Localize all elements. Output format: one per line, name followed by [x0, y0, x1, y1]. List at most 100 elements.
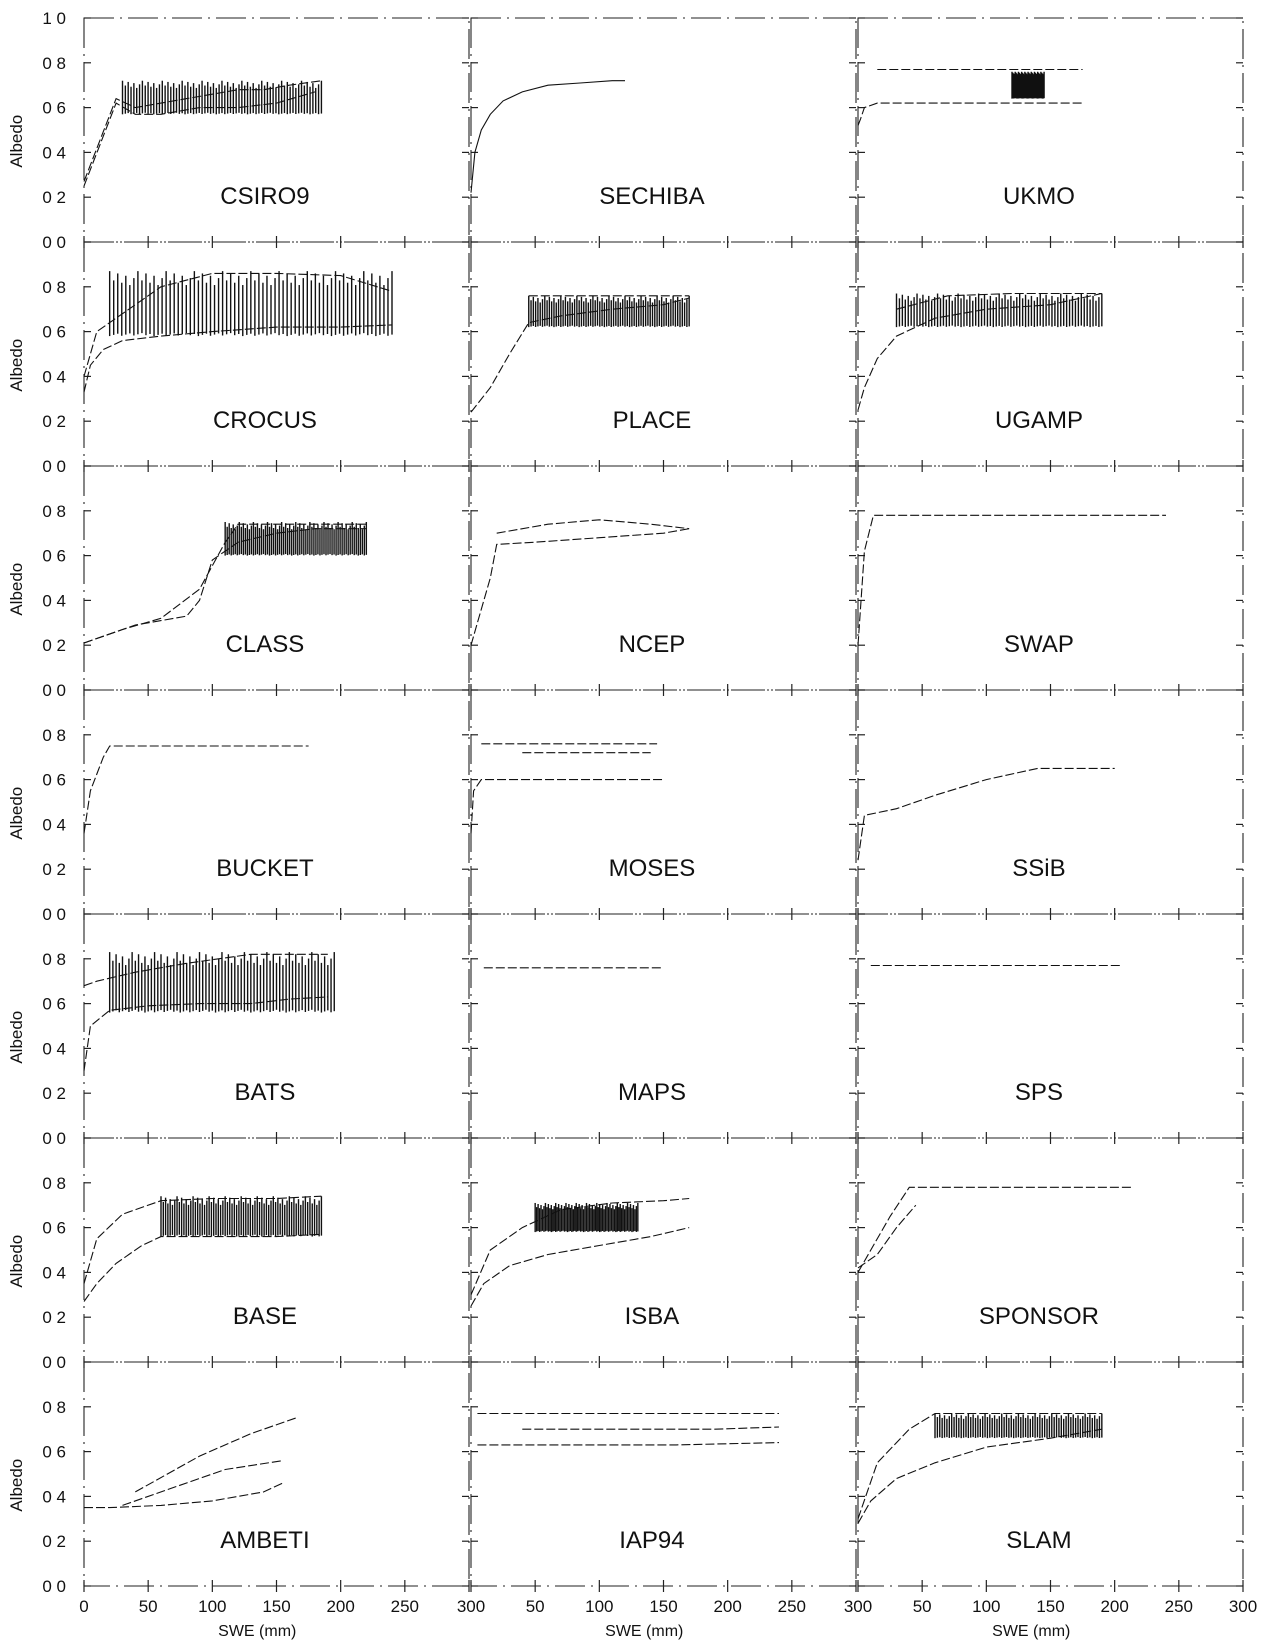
model-name-label: BASE	[233, 1303, 297, 1330]
y-tick-label: 0 2	[42, 636, 66, 655]
x-tick-label: 100	[972, 1597, 1000, 1616]
y-tick-label: 0 4	[42, 1263, 66, 1282]
panel-bats: BATS 0 0 0 2 0 4 0 6 0 8 Albedo	[7, 913, 470, 1148]
y-tick-label: 0 8	[42, 1398, 66, 1417]
model-name-label: SPONSOR	[979, 1303, 1099, 1330]
y-tick-label: 0 8	[42, 278, 66, 297]
panel-ugamp: UGAMP	[857, 241, 1244, 472]
y-tick-label: 0 6	[42, 323, 66, 342]
y-axis-label: Albedo	[7, 339, 26, 392]
panel-class: CLASS 0 0 0 2 0 4 0 6 0 8 Albedo	[7, 465, 470, 700]
y-tick-label: 0 0	[42, 1577, 66, 1596]
panel-csiro9: CSIRO9 0 0 0 2 0 4 0 6 0 8 1 0 Albedo	[7, 9, 470, 252]
x-tick-label: 50	[913, 1597, 932, 1616]
series-line-2	[522, 1426, 780, 1430]
x-tick-label: 150	[649, 1597, 677, 1616]
panel-bucket: BUCKET 0 0 0 2 0 4 0 6 0 8 Albedo	[7, 689, 470, 924]
series-line-1	[857, 514, 1166, 646]
y-tick-label: 0 8	[42, 1174, 66, 1193]
model-name-label: SWAP	[1004, 631, 1074, 658]
y-tick-label: 0 6	[42, 995, 66, 1014]
x-tick-label: 50	[526, 1597, 545, 1616]
x-tick-label: 250	[778, 1597, 806, 1616]
series-line-2	[470, 1197, 690, 1296]
x-tick-label: 150	[1036, 1597, 1064, 1616]
series-line-1	[470, 779, 664, 834]
y-tick-label: 0 6	[42, 1443, 66, 1462]
model-name-label: SLAM	[1006, 1527, 1071, 1554]
series-line-2	[83, 91, 316, 187]
series-line-1	[857, 1428, 1102, 1524]
y-tick-label: 0 4	[42, 1039, 66, 1058]
model-name-label: MAPS	[618, 1079, 686, 1106]
model-name-label: SSiB	[1012, 855, 1065, 882]
x-tick-label: 100	[585, 1597, 613, 1616]
x-tick-label: 300	[457, 1597, 485, 1616]
data-band	[108, 952, 335, 1013]
panel-maps: MAPS	[470, 913, 857, 1144]
model-name-label: CLASS	[226, 631, 305, 658]
x-tick-label: 200	[713, 1597, 741, 1616]
series-line-1	[83, 80, 322, 182]
y-tick-label: 0 2	[42, 1532, 66, 1551]
data-band	[160, 1196, 323, 1237]
y-axis-label: Albedo	[7, 1459, 26, 1512]
y-tick-label: 0 2	[42, 188, 66, 207]
y-tick-label: 0 2	[42, 1308, 66, 1327]
y-tick-label: 0 4	[42, 591, 66, 610]
y-tick-label: 0 6	[42, 771, 66, 790]
y-tick-label: 0 8	[42, 950, 66, 969]
y-tick-label: 0 8	[42, 54, 66, 73]
series-line-1	[857, 1186, 1134, 1273]
x-tick-label: 100	[198, 1597, 226, 1616]
data-band	[895, 293, 1103, 328]
panel-base: BASE 0 0 0 2 0 4 0 6 0 8 Albedo	[7, 1137, 470, 1372]
data-band	[528, 295, 690, 328]
panel-swap: SWAP	[857, 465, 1244, 696]
panel-crocus: CROCUS 0 0 0 2 0 4 0 6 0 8 Albedo	[7, 241, 470, 476]
panel-ambeti: AMBETI 0 0 0 2 0 4 0 6 0 8 Albedo 0 50 100 150 200 2…	[7, 1361, 470, 1640]
series-line-1	[857, 292, 1102, 411]
series-line-1	[470, 528, 690, 646]
panel-sponsor: SPONSOR	[857, 1137, 1244, 1368]
y-tick-label: 0 4	[42, 1487, 66, 1506]
y-axis-label: Albedo	[7, 115, 26, 168]
x-axis-label: SWE (mm)	[605, 1623, 683, 1640]
model-name-label: NCEP	[619, 631, 686, 658]
panel-slam: SLAM 300 50 100 150 200 250 300 SWE (mm)	[844, 1361, 1257, 1640]
y-tick-label: 0 0	[42, 905, 66, 924]
panel-sps: SPS	[857, 913, 1244, 1144]
series-line-1	[83, 996, 328, 1071]
model-name-label: AMBETI	[220, 1527, 309, 1554]
y-axis-label: Albedo	[7, 787, 26, 840]
model-name-label: ISBA	[625, 1303, 680, 1330]
series-line-1	[477, 1442, 780, 1446]
series-line-3	[135, 1417, 296, 1493]
y-tick-label: 0 6	[42, 99, 66, 118]
panel-sechiba: SECHIBA	[470, 17, 857, 248]
panel-moses: MOSES	[470, 689, 857, 920]
data-band	[1011, 71, 1045, 99]
model-name-label: CSIRO9	[220, 183, 309, 210]
x-tick-label: 300	[844, 1597, 872, 1616]
panel-ncep: NCEP	[470, 465, 857, 696]
x-tick-label: 0	[79, 1597, 88, 1616]
y-tick-label: 0 4	[42, 815, 66, 834]
model-name-label: IAP94	[619, 1527, 684, 1554]
x-tick-label: 150	[262, 1597, 290, 1616]
y-axis-label: Albedo	[7, 563, 26, 616]
data-band	[934, 1413, 1103, 1439]
y-tick-label: 0 8	[42, 726, 66, 745]
x-tick-label: 250	[1165, 1597, 1193, 1616]
series-line-1	[857, 767, 1115, 861]
x-tick-label: 200	[326, 1597, 354, 1616]
panel-ukmo: UKMO	[857, 17, 1244, 248]
panel-iap94: IAP94 300 50 100 150 200 250 SWE (mm)	[457, 1361, 857, 1640]
model-name-label: MOSES	[609, 855, 696, 882]
y-tick-label: 0 2	[42, 412, 66, 431]
y-tick-label: 0 0	[42, 1129, 66, 1148]
series-line-2	[83, 523, 367, 644]
series-line-2	[83, 953, 328, 987]
model-name-label: BUCKET	[216, 855, 314, 882]
